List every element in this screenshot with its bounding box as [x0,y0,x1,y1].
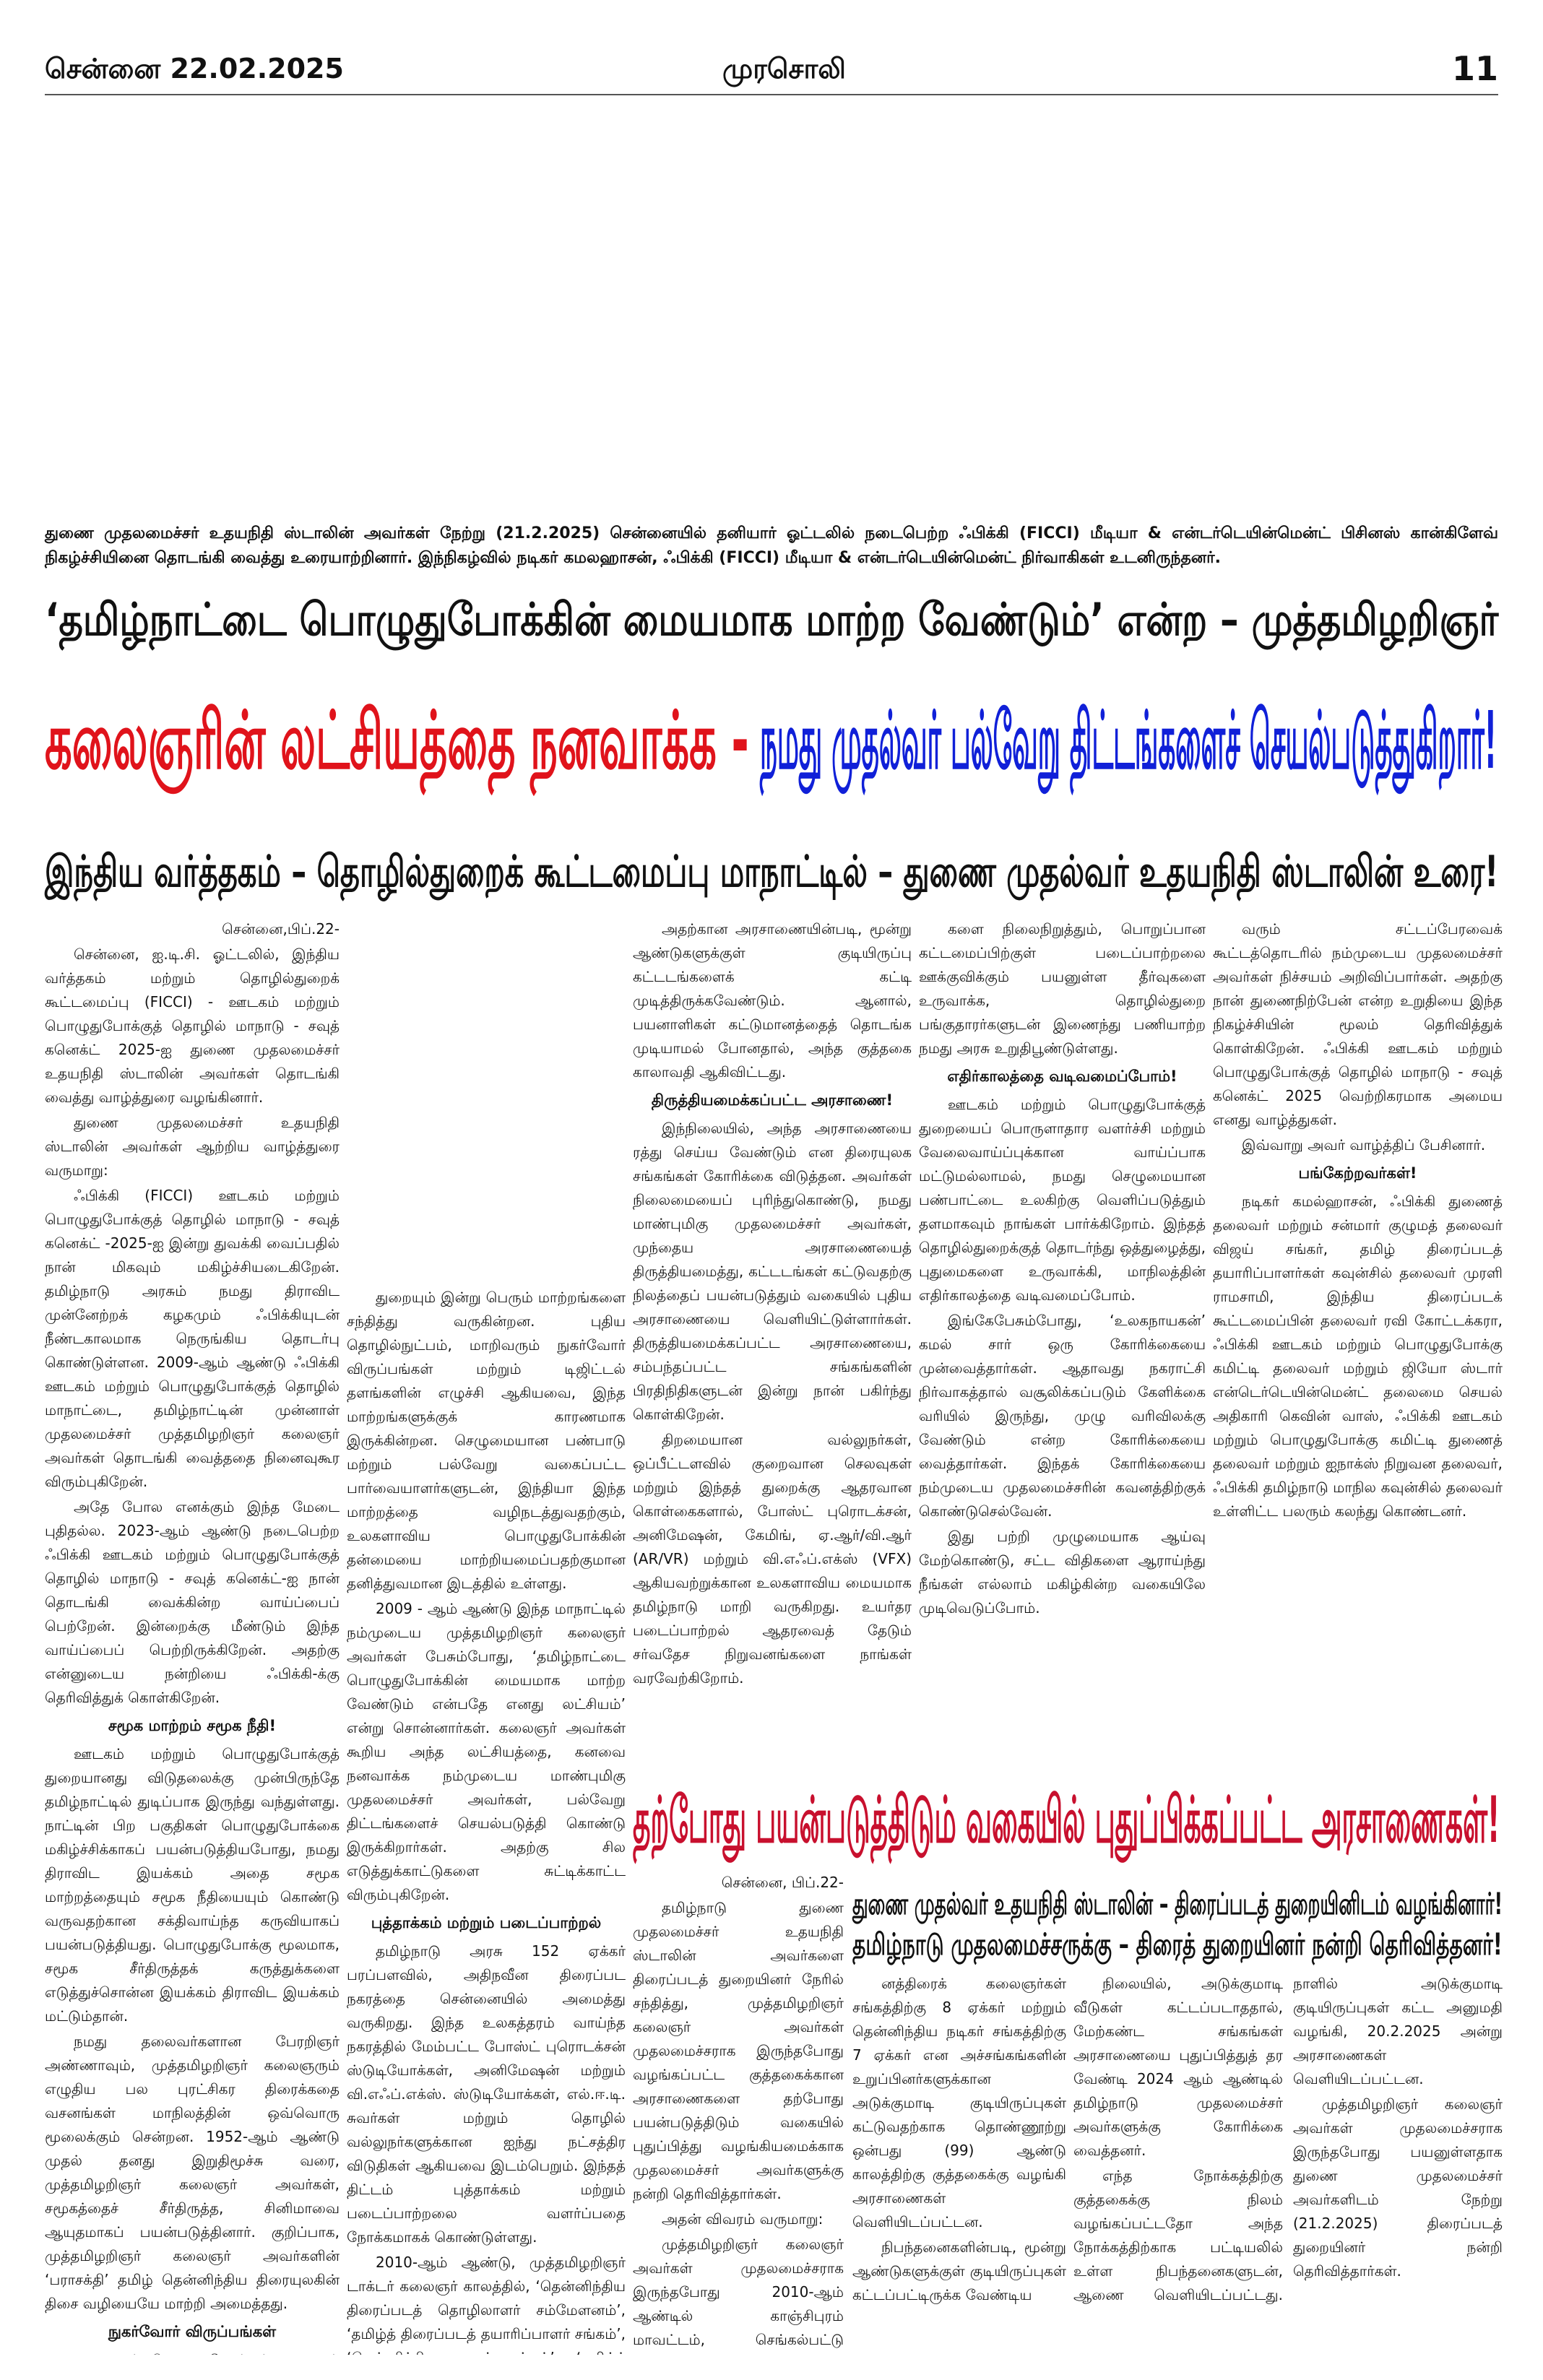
paragraph: ஊடகம் மற்றும் பொழுதுபோக்குத் துறையானது வ… [45,1745,340,2025]
text-column: சென்னை, பிப்.22- தமிழ்நாடு துணை முதலமைச்ச… [633,1871,844,2355]
header-rule [45,94,1498,95]
paragraph: 2009 - ஆம் ஆண்டு இந்த மாநாட்டில் நம்முடை… [347,1600,626,1903]
paragraph: ஊடகமும் பொழுதுபோக்குத் துறையும் இன்று பெ… [45,2348,340,2355]
paragraph: எந்த நோக்கத்திற்கு குத்தகைக்கு நிலம் வழங… [1073,1975,1503,2303]
paragraph: னத்திரைக் கலைஞர்கள் சங்கத்திற்கு 8 ஏக்கர… [852,1975,1066,2230]
article2-headline: தற்போது பயன்படுத்திடும் வகையில் புதுப்பி… [633,1783,1500,1857]
headline-red: கலைஞரின் லட்சியத்தை நனவாக்க - [45,694,749,787]
article2-subheadline: துணை முதல்வர் உதயநிதி ஸ்டாலின் – திரைப்ப… [852,1886,1503,1921]
paragraph: சென்னை, ஐ.டி.சி. ஓட்டலில், இந்திய வர்த்த… [45,945,340,1106]
section-heading: திருத்தியமைக்கப்பட்ட அரசாணை! [651,1091,894,1109]
paragraph: இந்நிலையில், அந்த அரசாணையை ரத்து செய்ய வ… [633,1120,912,1423]
paragraph: வரும் சட்டப்பேரவைக் கூட்டத்தொடரில் நம்மு… [1213,920,1503,1128]
paragraph: 2010-ஆம் ஆண்டு, முத்தமிழறிஞர் டாக்டர் கல… [347,2254,626,2355]
section-heading: எதிர்காலத்தை வடிவமைப்போம்! [947,1068,1177,1085]
paragraph: துணை முதலமைச்சர் உதயநிதி ஸ்டாலின் அவர்கள… [45,1114,340,1179]
page-number: 11 [1451,49,1498,88]
paragraph: அதன் விவரம் வருமாறு: [662,2210,824,2228]
text-column: துறையும் இன்று பெரும் மாற்றங்களை சந்தித்… [347,1286,626,2355]
paragraph: இவ்வாறு அவர் வாழ்த்திப் பேசினார். [1242,1136,1486,1154]
article2-subheadline: தமிழ்நாடு முதலமைச்சருக்கு – திரைத் துறைய… [852,1926,1503,1962]
text-column: வரும் சட்டப்பேரவைக் கூட்டத்தொடரில் நம்மு… [1213,917,1503,1748]
section-heading: பங்கேற்றவர்கள்! [1298,1164,1417,1182]
paragraph: அதே போல எனக்கும் இந்த மேடை புதிதல்ல. 202… [45,1498,340,1706]
paragraph: நிபந்தனைகளின்படி, மூன்று ஆண்டுகளுக்குள் … [852,2238,1066,2303]
date: சென்னை 22.02.2025 [45,53,344,85]
text-column: அதற்கான அரசாணையின்படி, மூன்று ஆண்டுகளுக்… [633,917,912,1748]
paragraph: சென்னை,பிப்.22- [222,920,340,938]
text-column: களை நிலைநிறுத்தும், பொறுப்பான கட்டமைப்பி… [919,917,1206,1748]
paragraph: தமிழ்நாடு அரசு 152 ஏக்கர் பரப்பளவில், அத… [347,1942,626,2246]
paragraph: களை நிலைநிறுத்தும், பொறுப்பான கட்டமைப்பி… [919,920,1206,1057]
kicker: ‘தமிழ்நாட்டை பொழுதுபோக்கின் மையமாக மாற்ற… [45,593,1499,646]
paragraph: இங்கேபேசும்போது, ‘உலகநாயகன்’ கமல் சார் ஒ… [919,1312,1206,1520]
paragraph: ஃபிக்கி (FICCI) ஊடகம் மற்றும் பொழுதுபோக்… [45,1187,340,1490]
paragraph: தமிழ்நாடு துணை முதலமைச்சர் உதயநிதி ஸ்டால… [633,1899,844,2202]
headline-blue: நமது முதல்வர் பல்வேறு திட்டங்களைச் செயல்… [760,694,1497,787]
masthead: முரசொலி [722,53,846,85]
text-column: னத்திரைக் கலைஞர்கள் சங்கத்திற்கு 8 ஏக்கர… [852,1972,1066,2355]
paragraph: முத்தமிழறிஞர் கலைஞர் அவர்கள் முதலமைச்சரா… [1293,2095,1503,2280]
paragraph: ஊடகம் மற்றும் பொழுதுபோக்குத் துறையைப் பொ… [919,1096,1206,1304]
paragraph: திறமையான வல்லுநர்கள், ஒப்பீட்டளவில் குறை… [633,1431,912,1687]
section-heading: புத்தாக்கம் மற்றும் படைப்பாற்றல் [371,1914,602,1931]
paragraph: முத்தமிழறிஞர் கலைஞர் அவர்கள் முதலமைச்சரா… [633,2236,844,2348]
paragraph: இது பற்றி முழுமையாக ஆய்வு மேற்கொண்டு, சட… [919,1528,1206,1617]
paragraph: நமது தலைவர்களான பேரறிஞர் அண்ணாவும், முத்… [45,2033,340,2312]
text-column: நிலையில், அடுக்குமாடி வீடுகள் கட்டப்படாத… [1073,1972,1503,2355]
section-heading: நுகர்வோர் விருப்பங்கள் [108,2323,277,2340]
text-column: சென்னை,பிப்.22- சென்னை, ஐ.டி.சி. ஓட்டலில்… [45,917,340,2355]
section-heading: சமூக மாற்றம் சமூக நீதி! [108,1717,277,1734]
subheadline: இந்திய வர்த்தகம் – தொழில்துறைக் கூட்டமைப… [45,847,1499,897]
paragraph: அதற்கான அரசாணையின்படி, மூன்று ஆண்டுகளுக்… [633,920,912,1081]
paragraph: துறையும் இன்று பெரும் மாற்றங்களை சந்தித்… [347,1289,626,1592]
paragraph: நடிகர் கமல்ஹாசன், ஃபிக்கி துணைத் தலைவர் … [1213,1193,1503,1520]
photo-caption: துணை முதலமைச்சர் உதயநிதி ஸ்டாலின் அவர்கள… [45,524,1498,567]
paragraph: நிலையில், அடுக்குமாடி வீடுகள் கட்டப்படாத… [1073,1975,1283,2159]
paragraph: சென்னை, பிப்.22- [721,1874,844,1891]
